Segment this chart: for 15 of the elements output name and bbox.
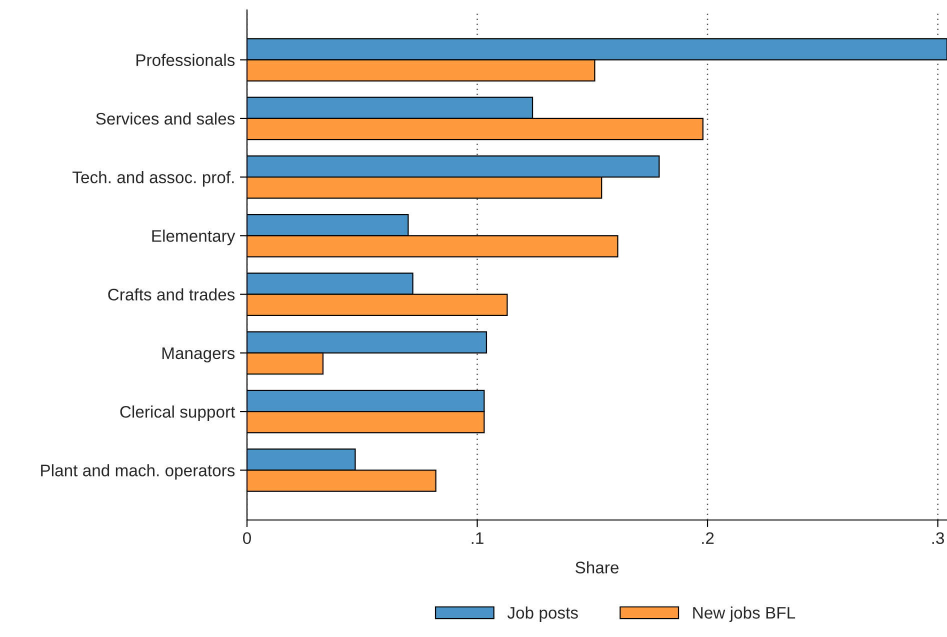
legend-label: Job posts	[507, 606, 578, 622]
y-tick-label: Managers	[162, 348, 235, 362]
x-axis-title: Share	[576, 561, 618, 574]
legend-label: New jobs BFL	[693, 606, 796, 622]
x-tick-label: .2	[702, 532, 714, 544]
x-tick-label: 0	[243, 532, 251, 544]
y-tick-label: Services and sales	[96, 112, 235, 125]
y-tick-label: Plant and mach. operators	[41, 464, 235, 480]
y-tick-label: Clerical support	[120, 406, 236, 422]
x-tick-label: .1	[472, 532, 484, 544]
y-tick-label: Crafts and trades	[108, 288, 235, 301]
y-tick-label: Elementary	[152, 230, 236, 246]
y-tick-label: Tech. and assoc. prof.	[72, 171, 234, 187]
x-tick-label: .3	[932, 532, 944, 544]
y-tick-label: Professionals	[136, 54, 235, 66]
